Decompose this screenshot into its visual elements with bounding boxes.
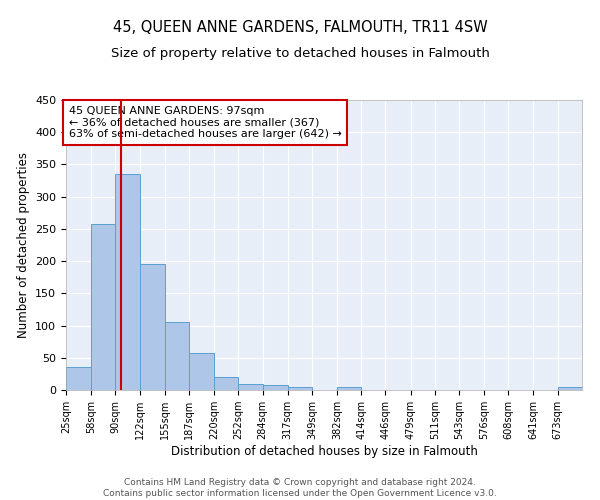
Bar xyxy=(66,368,91,390)
Bar xyxy=(263,386,287,390)
Text: 45, QUEEN ANNE GARDENS, FALMOUTH, TR11 4SW: 45, QUEEN ANNE GARDENS, FALMOUTH, TR11 4… xyxy=(113,20,487,35)
Bar xyxy=(214,377,238,390)
Text: Size of property relative to detached houses in Falmouth: Size of property relative to detached ho… xyxy=(110,48,490,60)
Bar xyxy=(287,387,312,390)
Text: 45 QUEEN ANNE GARDENS: 97sqm
← 36% of detached houses are smaller (367)
63% of s: 45 QUEEN ANNE GARDENS: 97sqm ← 36% of de… xyxy=(68,106,341,139)
Bar xyxy=(558,388,582,390)
Bar xyxy=(164,322,189,390)
Y-axis label: Number of detached properties: Number of detached properties xyxy=(17,152,29,338)
X-axis label: Distribution of detached houses by size in Falmouth: Distribution of detached houses by size … xyxy=(170,445,478,458)
Text: Contains HM Land Registry data © Crown copyright and database right 2024.
Contai: Contains HM Land Registry data © Crown c… xyxy=(103,478,497,498)
Bar xyxy=(140,264,164,390)
Bar xyxy=(91,224,115,390)
Bar xyxy=(238,384,263,390)
Bar xyxy=(189,354,214,390)
Bar xyxy=(115,174,140,390)
Bar xyxy=(337,388,361,390)
